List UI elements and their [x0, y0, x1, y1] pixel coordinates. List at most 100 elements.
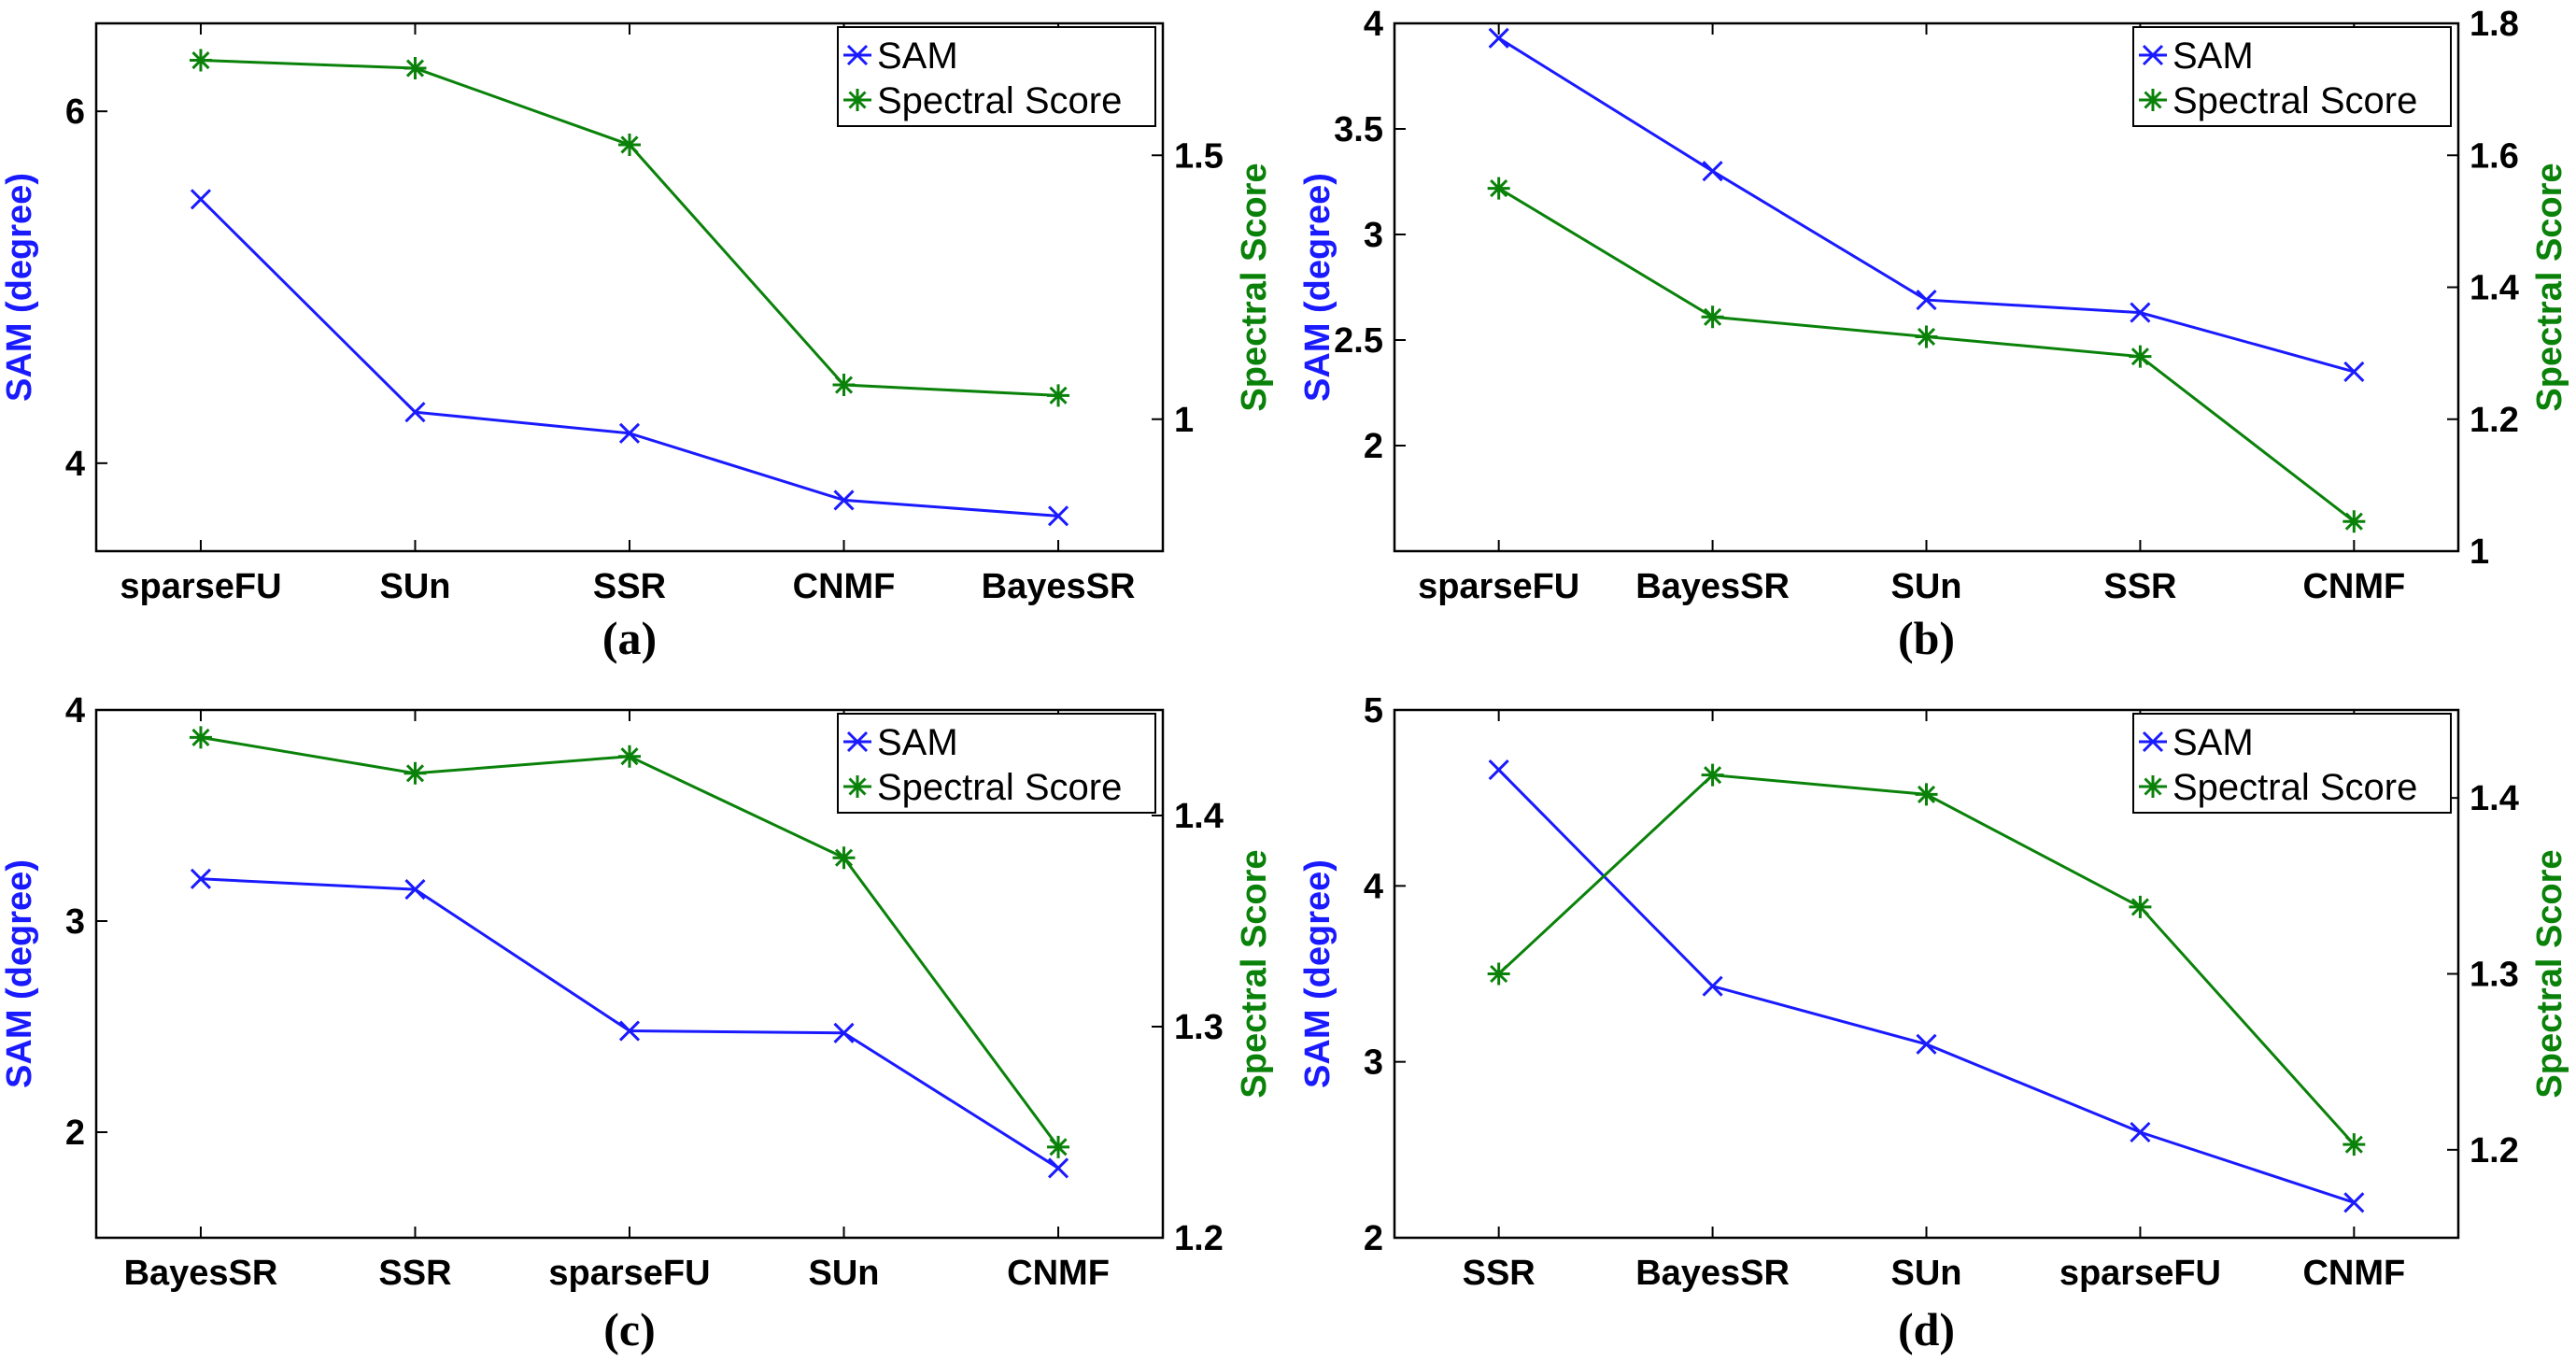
- y-tick-label-right: 1: [1174, 401, 1194, 440]
- data-point-sam: [1488, 27, 1509, 49]
- data-point-sam: [2343, 1192, 2365, 1213]
- y-tick-label-left: 3: [1364, 216, 1383, 255]
- panel-c: BayesSR SSR sparseFU SUn CNMF 2 3 4 1.2 1.3 1.4 SAM…: [0, 691, 1274, 1355]
- data-point-sam: [1047, 505, 1069, 527]
- x-tick-label: BayesSR: [982, 567, 1136, 606]
- data-point-spectral-score: [2129, 895, 2152, 918]
- series-line-sam: [199, 198, 1059, 518]
- y-tick-label-right: 1.4: [1174, 797, 1224, 836]
- legend-label-sam: SAM: [2173, 35, 2254, 77]
- legend-label-spectral-score: Spectral Score: [2173, 767, 2417, 808]
- data-point-sam: [1488, 759, 1509, 781]
- data-point-spectral-score: [189, 49, 212, 72]
- legend-marker-sam: [846, 731, 869, 753]
- x-tick-label: BayesSR: [124, 1254, 278, 1293]
- data-point-spectral-score: [2342, 1133, 2366, 1156]
- data-point-sam: [833, 1022, 855, 1043]
- data-point-sam: [1702, 161, 1723, 182]
- y-tick-label-right: 1.4: [2470, 269, 2519, 308]
- legend-box: [2132, 26, 2452, 127]
- legend-box: [837, 713, 1156, 814]
- y-axis-title-left: SAM (degree): [0, 173, 39, 402]
- data-point-sam: [2343, 361, 2365, 382]
- x-tick-label: SUn: [809, 1254, 880, 1293]
- data-point-spectral-score: [189, 726, 212, 749]
- y-axis-title-right: Spectral Score: [2530, 163, 2569, 411]
- data-point-spectral-score: [618, 745, 641, 768]
- y-tick-label-right: 1.2: [1174, 1219, 1224, 1258]
- legend-marker-spectral-score: [2142, 775, 2164, 798]
- y-axis-title-left: SAM (degree): [1298, 173, 1338, 402]
- series-line-spectral-score: [1497, 773, 2356, 1146]
- y-tick-label-left: 2: [1364, 427, 1383, 466]
- x-tick-label: CNMF: [2302, 1254, 2405, 1293]
- panel-caption: (d): [1898, 1303, 1955, 1355]
- series-line-sam: [1497, 768, 2355, 1204]
- y-tick-label-right: 1.2: [2470, 1131, 2519, 1170]
- y-tick-label-right: 1: [2470, 532, 2489, 572]
- data-point-spectral-score: [1487, 177, 1510, 200]
- data-point-sam: [404, 879, 426, 901]
- panel-d: SSR BayesSR SUn sparseFU CNMF 2 3 4 5 1.2 1.3 1.4 SA…: [1298, 691, 2569, 1355]
- x-tick-label: CNMF: [793, 567, 896, 606]
- data-point-sam: [2130, 1121, 2151, 1143]
- y-tick-label-left: 3: [1364, 1043, 1383, 1083]
- data-point-sam: [618, 1020, 641, 1042]
- x-tick-label: sparseFU: [548, 1254, 710, 1293]
- y-tick-label-left: 4: [1364, 867, 1383, 906]
- panel-a: sparseFU SUn SSR CNMF BayesSR 4 6 1 1.5 SAM (degr…: [0, 21, 1274, 664]
- y-tick-label-left: 4: [65, 445, 85, 484]
- y-tick-label-right: 1.8: [2470, 5, 2519, 44]
- data-point-sam: [1916, 289, 1937, 311]
- legend-label-spectral-score: Spectral Score: [877, 80, 1122, 121]
- x-tick-label: CNMF: [1007, 1254, 1110, 1293]
- legend-label-spectral-score: Spectral Score: [2173, 80, 2417, 121]
- legend-label-sam: SAM: [2173, 722, 2254, 763]
- data-point-sam: [190, 868, 212, 889]
- legend-marker-sam: [2142, 44, 2164, 66]
- series-line-sam: [200, 877, 1059, 1170]
- panel-caption: (c): [603, 1303, 656, 1355]
- y-axis-title-right: Spectral Score: [1235, 849, 1274, 1098]
- legend-label-spectral-score: Spectral Score: [877, 767, 1122, 808]
- data-point-sam: [618, 422, 641, 444]
- data-point-spectral-score: [1701, 305, 1724, 329]
- y-tick-label-left: 2: [65, 1114, 85, 1153]
- legend-marker-spectral-score: [2142, 89, 2164, 111]
- y-axis-title-left: SAM (degree): [1298, 859, 1338, 1088]
- y-tick-label-right: 1.3: [2470, 956, 2519, 995]
- data-point-spectral-score: [1915, 783, 1938, 806]
- y-tick-label-left: 3.5: [1334, 110, 1383, 149]
- data-point-sam: [2130, 302, 2151, 323]
- data-point-spectral-score: [403, 57, 427, 80]
- x-tick-label: SSR: [378, 1254, 451, 1293]
- data-point-spectral-score: [403, 761, 427, 785]
- x-tick-label: SUn: [1891, 1254, 1962, 1293]
- y-tick-label-left: 4: [1364, 5, 1383, 44]
- y-axis-title-right: Spectral Score: [1235, 163, 1274, 411]
- x-tick-label: SSR: [1463, 1254, 1536, 1293]
- x-tick-label: sparseFU: [2059, 1254, 2221, 1293]
- y-tick-label-left: 5: [1364, 691, 1383, 731]
- x-tick-label: sparseFU: [1418, 567, 1579, 606]
- x-tick-label: SSR: [2103, 567, 2176, 606]
- legend-marker-sam: [2142, 731, 2164, 753]
- data-point-spectral-score: [1487, 962, 1510, 986]
- panel-caption: (a): [602, 612, 657, 664]
- data-point-sam: [1702, 975, 1723, 997]
- data-point-spectral-score: [1915, 325, 1938, 348]
- data-point-spectral-score: [2342, 510, 2366, 533]
- data-point-sam: [1916, 1033, 1937, 1055]
- legend-marker-spectral-score: [846, 775, 869, 798]
- data-point-spectral-score: [1701, 763, 1724, 787]
- data-point-spectral-score: [618, 133, 641, 156]
- legend-marker-spectral-score: [846, 89, 869, 111]
- data-point-sam: [190, 189, 212, 210]
- y-axis-title-left: SAM (degree): [0, 859, 39, 1088]
- data-point-spectral-score: [1047, 1135, 1070, 1158]
- y-tick-label-right: 1.6: [2470, 136, 2519, 176]
- y-tick-label-right: 1.2: [2470, 401, 2519, 440]
- panel-b: sparseFU BayesSR SUn SSR CNMF 2 2.5 3 3.5 4 1 1.2 1.…: [1298, 5, 2569, 664]
- data-point-sam: [404, 402, 426, 423]
